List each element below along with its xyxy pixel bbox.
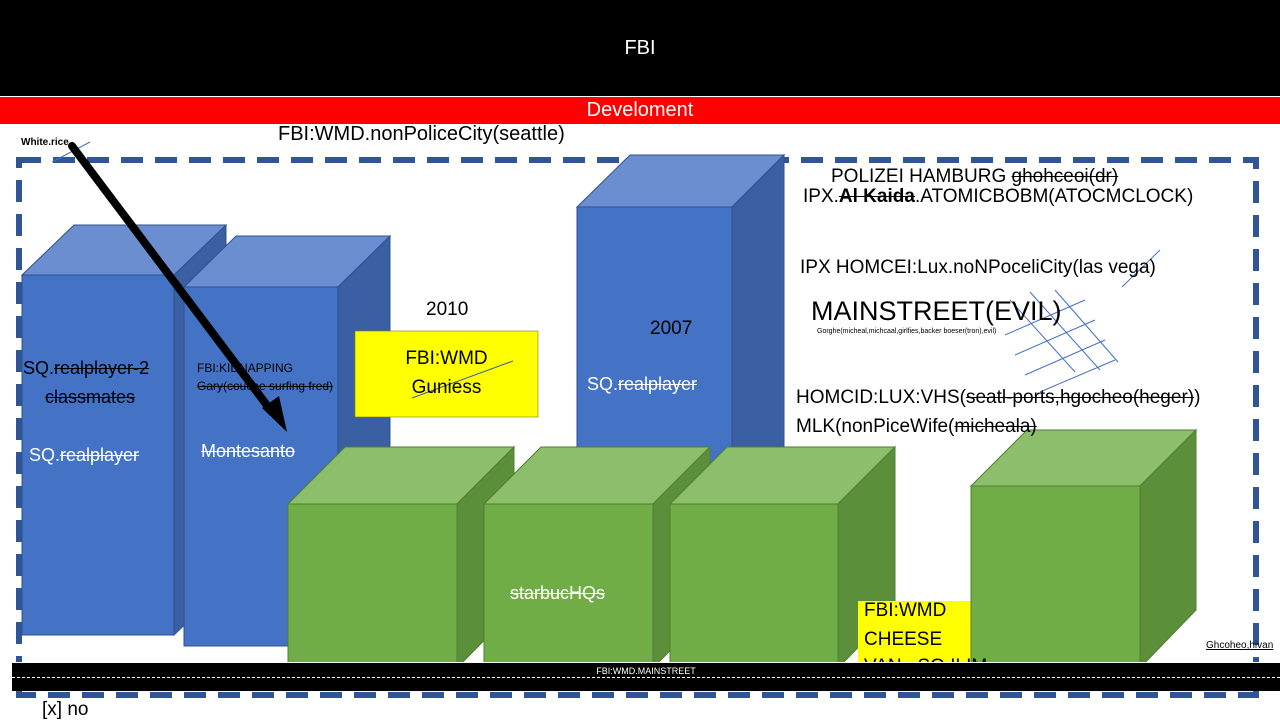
wmd-box-2-line2: CHEESE [864, 629, 943, 650]
seattle-label: FBI:WMD.nonPoliceCity(seattle) [278, 123, 565, 145]
montesanto-label: Montesanto [201, 441, 296, 461]
green-cube-3-front [669, 503, 839, 669]
mlk-prefix: MLK(nonPiceWife( [796, 416, 955, 437]
sq-prefix-2: SQ. [29, 445, 61, 465]
crosshatch-scribble [1004, 249, 1161, 393]
white-rice-label: White.rice [21, 137, 69, 148]
wmd-box-2-bg [858, 601, 973, 671]
mlk-struck: micheala) [954, 416, 1037, 437]
classmates-label: classmates [45, 387, 136, 407]
homcid-prefix: HOMCID:LUX:VHS( [796, 387, 966, 408]
sq-realplayer-2-label: SQ.realplayer-2 [23, 358, 149, 379]
year-2007-label: 2007 [650, 318, 693, 339]
bottom-bar: FBI:WMD.MAINSTREET [12, 662, 1280, 691]
ipx-struck: Al Kaida [838, 186, 915, 207]
polizei-struck: ghohceoi(dr) [1011, 166, 1119, 187]
green-cube-2-front [483, 503, 654, 669]
page-header: FBI [0, 0, 1280, 96]
starbuc-label: starbucHQs [510, 583, 606, 603]
ipx-label: IPX.Al Kaida.ATOMICBOBM(ATOCMCLOCK) [803, 186, 1193, 208]
banner-label: Develoment [586, 99, 694, 121]
homcid-suffix: ) [1194, 387, 1201, 408]
sq-struck-1: realplayer [60, 445, 140, 465]
sq-prefix-3: SQ. [587, 374, 619, 394]
blue-cube-1-front [21, 274, 175, 636]
homcid-label: HOMCID:LUX:VHS(seatl-ports,hgocheo(heger… [796, 387, 1200, 409]
ipx-suffix: .ATOMICBOBM(ATOCMCLOCK) [914, 186, 1194, 207]
green-cube-1-front [287, 503, 458, 669]
ghcoheo-label: Ghcoheo,hivan [1206, 640, 1274, 651]
bottom-bar-dash [12, 677, 1280, 678]
ipx-prefix: IPX. [803, 186, 839, 207]
footer-label: [x] no [42, 699, 89, 720]
wmd-box-2-line1: FBI:WMD [864, 600, 947, 621]
development-banner: Develoment [0, 97, 1280, 124]
arrow-shaft [68, 142, 276, 416]
mainstreet-sub-label: Gorghe(micheal,michcaal,girlfies,backer … [817, 328, 997, 335]
header-title: FBI [624, 36, 656, 59]
sq-realplayer-label-1: SQ.realplayer [29, 445, 139, 466]
wmd-box-1-bg [354, 330, 539, 418]
homcid-struck: seatl-ports,hgocheo(heger) [965, 387, 1195, 408]
polizei-label: POLIZEI HAMBURG ghohceoi(dr) [831, 166, 1118, 188]
gary-label: Gary(couche surfing fred) [197, 379, 334, 393]
wmd-box-2-line3: VAN...SQ.ILIM [864, 656, 987, 664]
sq-realplayer-label-2: SQ.realplayer [587, 374, 697, 395]
mainstreet-label: MAINSTREET(EVIL) [811, 296, 1062, 326]
sq-struck-2: realplayer [618, 374, 698, 394]
green-cube-3 [668, 445, 897, 670]
sq-rp2-struck: realplayer-2 [54, 358, 150, 378]
ipx-homcei-label: IPX HOMCEI:Lux.noNPoceliCity(las vega) [800, 257, 1156, 278]
sq-prefix-1: SQ. [23, 358, 55, 378]
green-cube-1 [286, 445, 516, 670]
green-cube-4-front [970, 485, 1141, 669]
white-rice-scribble [51, 141, 91, 163]
kidnapping-label: FBI:KIDNAPPING [197, 361, 294, 375]
arrow [68, 142, 287, 432]
bottom-bar-label: FBI:WMD.MAINSTREET [596, 666, 696, 676]
polizei-prefix: POLIZEI HAMBURG [831, 166, 1012, 187]
wmd-box-1-line2: Guniess [411, 377, 482, 398]
mlk-label: MLK(nonPiceWife(micheala) [796, 416, 1037, 438]
wmd-box-1-scribble [411, 360, 514, 399]
green-cube-4 [969, 428, 1198, 670]
wmd-box-1-line1: FBI:WMD [405, 348, 488, 369]
year-2010-label: 2010 [426, 299, 469, 320]
arrow-head [262, 396, 287, 432]
